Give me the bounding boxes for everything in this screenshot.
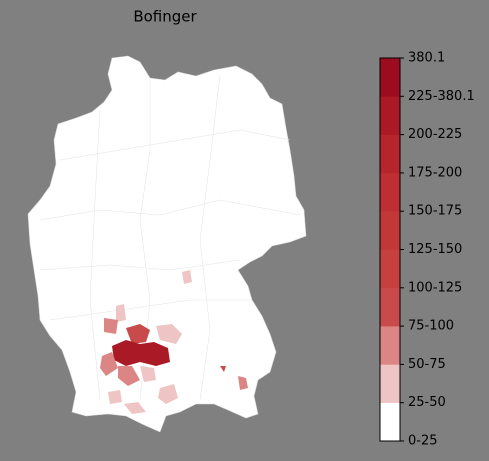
colorbar-tick-label: 75-100 — [408, 319, 454, 334]
region — [156, 324, 182, 344]
colorbar-segment — [380, 134, 400, 174]
region — [124, 402, 146, 414]
colorbar-segment — [380, 326, 400, 365]
region — [100, 352, 118, 376]
colorbar-tick-label: 175-200 — [408, 165, 462, 180]
colorbar-segment — [380, 58, 400, 97]
region — [112, 340, 170, 366]
colorbar-segment — [380, 211, 400, 250]
colorbar: 0-25 25-50 50-75 75-100 100-125 125-150 150-17… — [379, 51, 475, 449]
colorbar-tick-label: 150-175 — [408, 204, 462, 219]
colorbar-segment — [380, 96, 400, 135]
colorbar-segment — [380, 402, 400, 442]
colorbar-tick-label: 100-125 — [408, 280, 462, 295]
region — [182, 270, 192, 284]
region — [104, 318, 118, 334]
map-title: Bofinger — [133, 8, 197, 26]
colorbar-tick-label: 200-225 — [408, 127, 462, 142]
region — [220, 366, 226, 372]
germany-map — [27, 55, 307, 433]
colorbar-tick-label: 25-50 — [408, 395, 446, 410]
highlighted-regions — [100, 270, 248, 414]
region-borders — [39, 74, 301, 401]
region — [158, 384, 178, 404]
region — [238, 376, 248, 390]
colorbar-segment — [380, 172, 400, 212]
region — [126, 324, 150, 344]
colorbar-segment — [380, 249, 400, 289]
region — [116, 304, 126, 322]
colorbar-tick-label: 380.1 — [408, 51, 445, 66]
colorbar-tick-label: 0-25 — [408, 434, 438, 449]
region — [118, 366, 140, 386]
region — [108, 390, 122, 404]
colorbar-segment — [380, 364, 400, 403]
country-outline — [27, 55, 307, 433]
colorbar-tick-label: 50-75 — [408, 357, 446, 372]
colorbar-segment — [380, 287, 400, 327]
colorbar-tick-label: 125-150 — [408, 242, 462, 257]
region — [140, 366, 156, 382]
colorbar-tick-label: 225-380.1 — [408, 89, 475, 104]
